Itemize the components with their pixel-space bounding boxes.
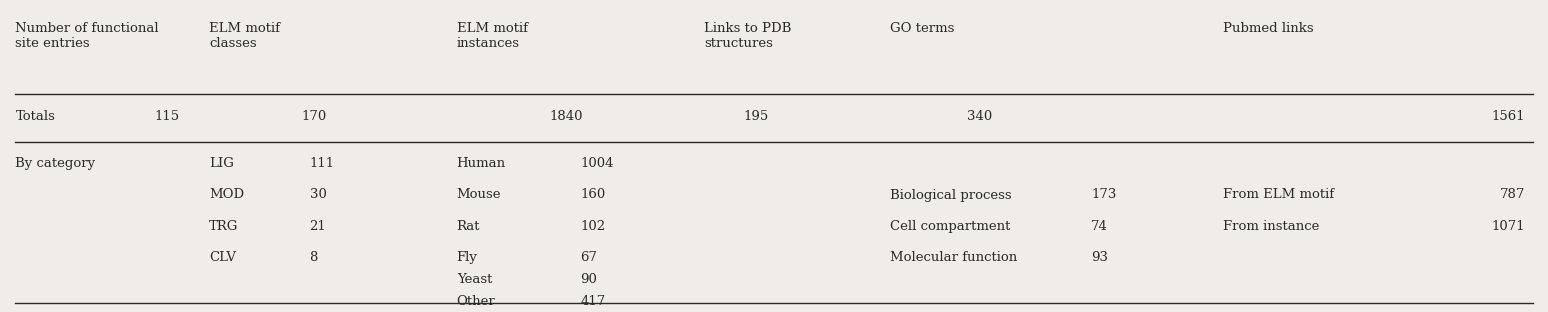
- Text: Molecular function: Molecular function: [890, 251, 1017, 264]
- Text: Totals: Totals: [15, 110, 56, 124]
- Text: 115: 115: [155, 110, 180, 124]
- Text: From instance: From instance: [1223, 220, 1319, 233]
- Text: 1840: 1840: [550, 110, 584, 124]
- Text: Fly: Fly: [457, 251, 477, 264]
- Text: 195: 195: [743, 110, 768, 124]
- Text: Human: Human: [457, 157, 506, 170]
- Text: 90: 90: [580, 273, 598, 286]
- Text: 93: 93: [1091, 251, 1108, 264]
- Text: Cell compartment: Cell compartment: [890, 220, 1011, 233]
- Text: 170: 170: [302, 110, 327, 124]
- Text: By category: By category: [15, 157, 96, 170]
- Text: LIG: LIG: [209, 157, 234, 170]
- Text: Rat: Rat: [457, 220, 480, 233]
- Text: GO terms: GO terms: [890, 22, 955, 35]
- Text: Other: Other: [457, 295, 495, 308]
- Text: 787: 787: [1500, 188, 1525, 202]
- Text: CLV: CLV: [209, 251, 235, 264]
- Text: ELM motif
classes: ELM motif classes: [209, 22, 280, 50]
- Text: 67: 67: [580, 251, 598, 264]
- Text: ELM motif
instances: ELM motif instances: [457, 22, 528, 50]
- Text: 417: 417: [580, 295, 605, 308]
- Text: 21: 21: [310, 220, 327, 233]
- Text: 1004: 1004: [580, 157, 615, 170]
- Text: 173: 173: [1091, 188, 1116, 202]
- Text: Number of functional
site entries: Number of functional site entries: [15, 22, 159, 50]
- Text: Links to PDB
structures: Links to PDB structures: [704, 22, 791, 50]
- Text: 30: 30: [310, 188, 327, 202]
- Text: Pubmed links: Pubmed links: [1223, 22, 1314, 35]
- Text: TRG: TRG: [209, 220, 238, 233]
- Text: 160: 160: [580, 188, 605, 202]
- Text: 111: 111: [310, 157, 334, 170]
- Text: MOD: MOD: [209, 188, 245, 202]
- Text: 102: 102: [580, 220, 605, 233]
- Text: 340: 340: [968, 110, 992, 124]
- Text: 8: 8: [310, 251, 317, 264]
- Text: 74: 74: [1091, 220, 1108, 233]
- Text: Biological process: Biological process: [890, 188, 1012, 202]
- Text: From ELM motif: From ELM motif: [1223, 188, 1334, 202]
- Text: 1071: 1071: [1491, 220, 1525, 233]
- Text: Yeast: Yeast: [457, 273, 492, 286]
- Text: Mouse: Mouse: [457, 188, 502, 202]
- Text: 1561: 1561: [1491, 110, 1525, 124]
